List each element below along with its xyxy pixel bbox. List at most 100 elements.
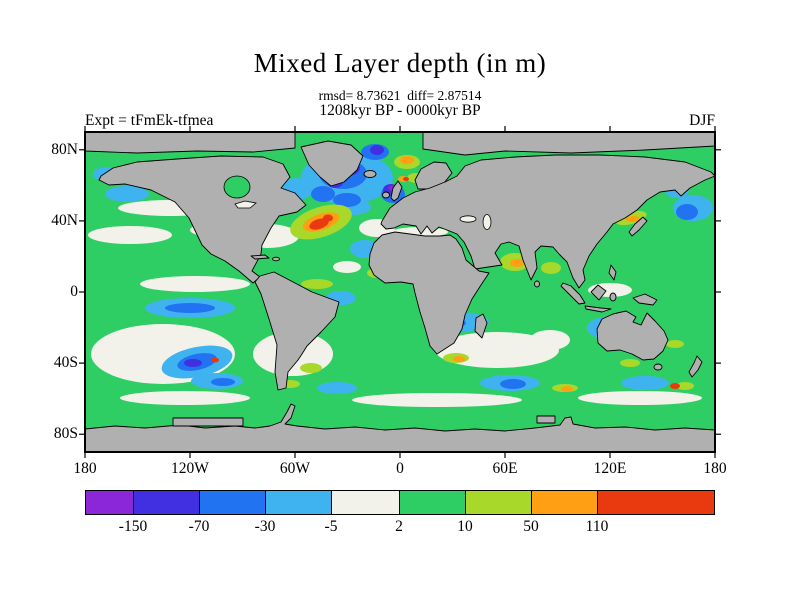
colorbar-label: 10 — [457, 518, 473, 535]
period-line: 1208kyr BP - 0000kyr BP — [319, 102, 481, 119]
x-axis-label: 60E — [492, 460, 518, 477]
colorbar-segment — [134, 491, 200, 514]
x-axis-label: 120E — [593, 460, 627, 477]
colorbar-label: -150 — [118, 518, 148, 535]
island-sri-lanka — [534, 280, 540, 288]
anomaly-region — [561, 386, 573, 392]
anomaly-region — [311, 186, 335, 202]
colorbar-label: -70 — [188, 518, 210, 535]
black-sea — [459, 215, 477, 223]
island-borneo — [590, 284, 607, 301]
x-axis-label: 180 — [703, 460, 727, 477]
x-axis-label: 60W — [279, 460, 311, 477]
anomaly-region — [541, 262, 561, 274]
anomaly-region — [370, 145, 384, 155]
anomaly-region — [309, 218, 329, 230]
anomaly-region — [165, 303, 215, 313]
colorbar-segment — [86, 491, 134, 514]
island-hispaniola — [272, 256, 280, 262]
anomaly-region — [510, 259, 524, 267]
anomaly-region — [578, 391, 702, 405]
colorbar-label: 2 — [395, 518, 403, 535]
anomaly-region — [453, 356, 465, 362]
y-axis-label: 80N — [51, 140, 78, 158]
map-frame — [84, 131, 716, 453]
world-map — [79, 126, 721, 458]
colorbar-segment — [332, 491, 400, 514]
x-axis-label: 0 — [396, 460, 404, 477]
colorbar-label: -30 — [254, 518, 276, 535]
island-new-zealand — [688, 355, 703, 378]
colorbar-segment — [466, 491, 532, 514]
anomaly-region — [676, 204, 698, 220]
y-axis-label: 0 — [70, 283, 78, 300]
continent-arctic-america — [85, 132, 296, 154]
colorbar-segment — [598, 491, 714, 514]
continent-arctic-eurasia — [422, 132, 715, 156]
island-ireland — [382, 191, 390, 199]
anomaly-region — [676, 382, 694, 390]
island-tasmania — [653, 363, 663, 371]
continent-north-america — [98, 155, 307, 284]
hudson-bay — [223, 175, 251, 199]
anomaly-region — [333, 261, 361, 273]
anomaly-region — [666, 340, 684, 348]
y-axis-label: 40N — [51, 211, 78, 229]
continent-eurasia — [380, 154, 715, 289]
y-axis-label: 80S — [53, 425, 78, 443]
anomaly-region — [500, 379, 526, 389]
anomaly-region — [120, 391, 250, 405]
island-sulawesi — [609, 292, 617, 302]
island-britain — [390, 180, 403, 202]
anomaly-region — [620, 359, 640, 367]
anomaly-region — [105, 186, 149, 202]
anomaly-region — [530, 330, 570, 350]
anomaly-region — [140, 276, 250, 292]
experiment-label: Expt = tFmEk-tfmea — [85, 112, 214, 129]
anomaly-region — [323, 214, 333, 222]
island-sumatra — [560, 282, 586, 305]
anomaly-region — [621, 376, 669, 390]
colorbar-segment — [400, 491, 466, 514]
great-lakes — [234, 200, 257, 209]
season-label: DJF — [689, 112, 715, 129]
colorbar-segment — [200, 491, 266, 514]
anomaly-region — [300, 363, 322, 373]
inland-seas — [223, 175, 492, 230]
island-japan — [628, 216, 648, 237]
island-greenland — [300, 140, 364, 187]
anomaly-region — [352, 393, 522, 407]
anomaly-region — [317, 382, 357, 394]
colorbar-label: 50 — [523, 518, 539, 535]
ice-shelf-east — [536, 415, 556, 424]
island-iceland — [363, 170, 377, 178]
continent-south-america — [254, 271, 340, 391]
continent-africa — [368, 231, 490, 355]
anomaly-region — [626, 216, 640, 222]
anomaly-region — [211, 378, 235, 386]
colorbar-label: -5 — [324, 518, 338, 535]
island-java — [584, 305, 612, 313]
island-new-guinea — [632, 293, 658, 306]
anomaly-region — [211, 357, 219, 363]
caspian-sea — [482, 214, 492, 230]
plot-title: Mixed Layer depth (in m) — [253, 48, 547, 78]
island-madagascar — [474, 313, 488, 339]
colorbar — [85, 490, 715, 515]
anomaly-region — [301, 279, 333, 289]
colorbar-label: 110 — [585, 518, 609, 535]
continents — [85, 132, 715, 452]
stats-line: rmsd= 8.73621 diff= 2.87514 — [318, 88, 482, 103]
colorbar-segment — [532, 491, 598, 514]
anomaly-region — [403, 177, 409, 181]
anomaly-region — [184, 359, 202, 367]
x-axis-label: 120W — [171, 460, 209, 477]
colorbar-segment — [266, 491, 332, 514]
x-axis-label: 180 — [73, 460, 97, 477]
continent-australia — [596, 310, 669, 361]
continent-antarctica — [85, 403, 715, 452]
anomaly-region — [88, 226, 172, 244]
anomaly-region — [333, 193, 361, 207]
anomaly-region — [400, 156, 414, 164]
